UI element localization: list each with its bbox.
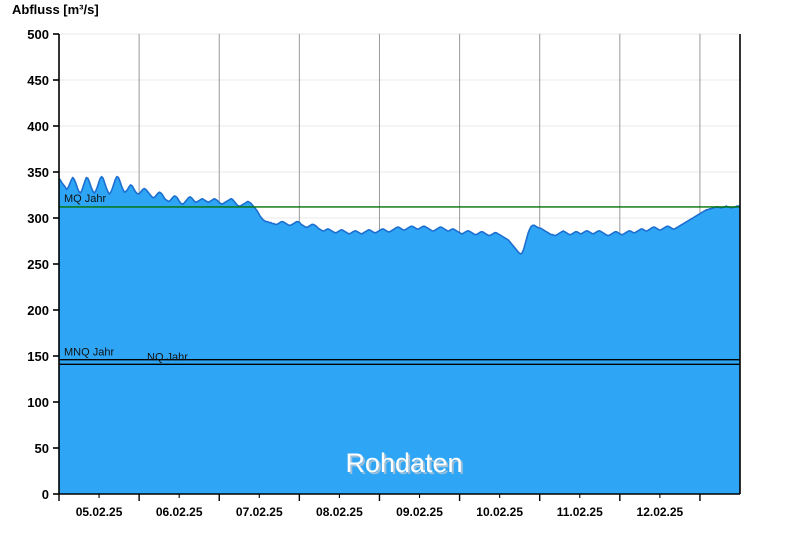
y-tick-label: 300 (27, 211, 49, 226)
y-tick-label: 500 (27, 27, 49, 42)
reference-line-labels: MQ Jahr MNQ Jahr NQ Jahr (64, 193, 188, 363)
x-tick-label: 12.02.25 (637, 505, 684, 519)
x-tick-label: 07.02.25 (236, 505, 283, 519)
series-area-abfluss (58, 175, 741, 494)
x-tick-label: 05.02.25 (76, 505, 123, 519)
y-tick-label: 350 (27, 165, 49, 180)
y-tick-label: 400 (27, 119, 49, 134)
chart-title: Abfluss [m³/s] (12, 2, 99, 17)
x-tick-label: 10.02.25 (476, 505, 523, 519)
reference-lines (59, 206, 740, 365)
x-tick-label: 06.02.25 (156, 505, 203, 519)
x-tick-label: 08.02.25 (316, 505, 363, 519)
y-tick-label: 100 (27, 395, 49, 410)
y-tick-label: 0 (42, 487, 49, 502)
series-outline (58, 175, 741, 255)
y-axis-ticks: 0 50 100 150 200 250 300 350 400 450 500 (27, 27, 59, 502)
y-tick-label: 50 (35, 441, 49, 456)
y-tick-label: 150 (27, 349, 49, 364)
reference-label-nq: NQ Jahr (147, 351, 188, 363)
y-tick-label: 200 (27, 303, 49, 318)
watermark-label: Rohdaten (345, 448, 462, 478)
series-fill (59, 176, 740, 494)
x-tick-label: 09.02.25 (396, 505, 443, 519)
watermark-shadow: Rohdaten (347, 450, 464, 480)
reference-label-mq: MQ Jahr (64, 193, 107, 205)
y-tick-label: 450 (27, 73, 49, 88)
x-tick-label: 11.02.25 (557, 505, 603, 519)
reference-label-mnq: MNQ Jahr (64, 347, 114, 359)
y-tick-label: 250 (27, 257, 49, 272)
x-axis-ticks: 05.02.25 06.02.25 07.02.25 08.02.25 09.02.25… (58, 494, 701, 519)
